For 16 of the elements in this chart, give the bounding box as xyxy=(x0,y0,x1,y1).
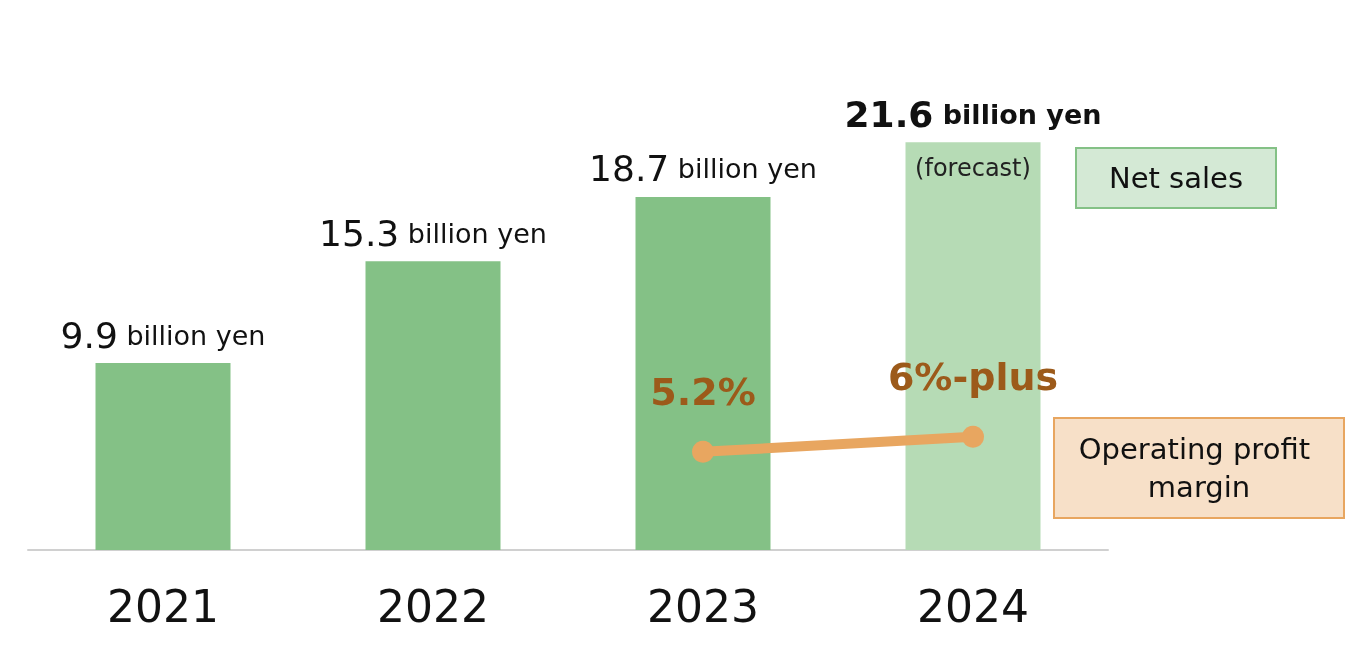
x-tick-label: 2024 xyxy=(917,580,1029,632)
data-label: 5.2% xyxy=(650,369,756,414)
x-tick-label: 2023 xyxy=(647,580,759,632)
annotation: (forecast) xyxy=(915,154,1031,183)
data-label: 21.6 billion yen xyxy=(844,93,1102,135)
data-label: 18.7 billion yen xyxy=(589,148,817,190)
text: Operating profit margin xyxy=(1078,432,1320,504)
data-label: 6%-plus xyxy=(887,354,1059,399)
x-tick-label: 2021 xyxy=(107,580,219,632)
bar xyxy=(365,261,501,550)
data-label: 15.3 billion yen xyxy=(319,212,547,254)
text: Net sales xyxy=(1108,161,1244,195)
x-tick-label: 2022 xyxy=(377,580,489,632)
bar xyxy=(95,363,231,550)
data-label: 9.9 billion yen xyxy=(60,314,266,356)
bar xyxy=(635,196,771,550)
